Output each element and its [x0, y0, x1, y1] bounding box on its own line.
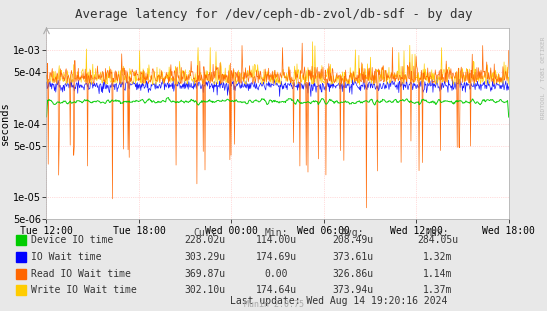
Text: RRDTOOL / TOBI OETIKER: RRDTOOL / TOBI OETIKER	[541, 36, 546, 119]
Text: Last update: Wed Aug 14 19:20:16 2024: Last update: Wed Aug 14 19:20:16 2024	[230, 296, 448, 306]
Text: 326.86u: 326.86u	[332, 269, 374, 279]
Text: 369.87u: 369.87u	[184, 269, 226, 279]
Text: 114.00u: 114.00u	[255, 235, 297, 245]
Text: Average latency for /dev/ceph-db-zvol/db-sdf - by day: Average latency for /dev/ceph-db-zvol/db…	[75, 8, 472, 21]
Text: Cur:: Cur:	[194, 228, 217, 238]
Text: Read IO Wait time: Read IO Wait time	[31, 269, 131, 279]
Text: IO Wait time: IO Wait time	[31, 252, 101, 262]
Text: 302.10u: 302.10u	[184, 285, 226, 295]
Text: 373.94u: 373.94u	[332, 285, 374, 295]
Text: 174.69u: 174.69u	[255, 252, 297, 262]
Text: 174.64u: 174.64u	[255, 285, 297, 295]
Text: 1.14m: 1.14m	[423, 269, 452, 279]
Y-axis label: seconds: seconds	[0, 102, 10, 146]
Text: 208.49u: 208.49u	[332, 235, 374, 245]
Text: 1.37m: 1.37m	[423, 285, 452, 295]
Text: Min:: Min:	[265, 228, 288, 238]
Text: 1.32m: 1.32m	[423, 252, 452, 262]
Text: Munin 2.0.75: Munin 2.0.75	[243, 300, 304, 309]
Text: 373.61u: 373.61u	[332, 252, 374, 262]
Text: Max:: Max:	[426, 228, 449, 238]
Text: 284.05u: 284.05u	[417, 235, 458, 245]
Text: 0.00: 0.00	[265, 269, 288, 279]
Text: 228.02u: 228.02u	[184, 235, 226, 245]
Text: Device IO time: Device IO time	[31, 235, 113, 245]
Text: 303.29u: 303.29u	[184, 252, 226, 262]
Text: Write IO Wait time: Write IO Wait time	[31, 285, 136, 295]
Text: Avg:: Avg:	[341, 228, 364, 238]
